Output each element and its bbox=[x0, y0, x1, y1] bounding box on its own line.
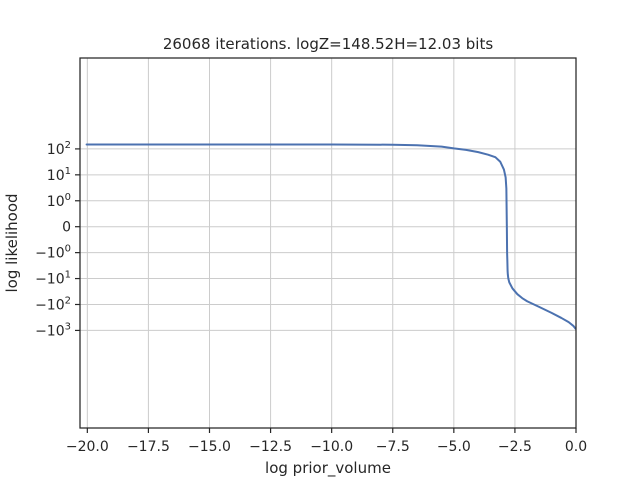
y-axis: 102 101 100 0 −100 −101 −102 −103 bbox=[35, 140, 80, 339]
x-tick-label: −17.5 bbox=[127, 439, 170, 455]
y-tick-label: 0 bbox=[62, 220, 71, 236]
chart-title: 26068 iterations. logZ=148.52H=12.03 bit… bbox=[163, 35, 494, 53]
x-tick-label: −20.0 bbox=[66, 439, 109, 455]
x-tick-label: −15.0 bbox=[188, 439, 231, 455]
y-tick-label: 101 bbox=[47, 166, 71, 184]
x-tick-label: −5.0 bbox=[437, 439, 471, 455]
y-tick-label: −100 bbox=[35, 244, 71, 262]
x-axis: −20.0 −17.5 −15.0 −12.5 −10.0 −7.5 −5.0 −2.5 0.0 bbox=[66, 428, 587, 455]
y-tick-label: −101 bbox=[35, 270, 71, 288]
y-tick-label: 102 bbox=[47, 140, 71, 158]
plot-frame bbox=[79, 57, 577, 429]
x-tick-label: −7.5 bbox=[376, 439, 410, 455]
x-tick-label: 0.0 bbox=[565, 439, 587, 455]
y-axis-label: log likelihood bbox=[3, 193, 21, 292]
series-lines bbox=[85, 143, 577, 330]
series-line bbox=[85, 143, 577, 330]
x-tick-label: −10.0 bbox=[310, 439, 353, 455]
x-tick-label: −2.5 bbox=[498, 439, 532, 455]
grid bbox=[80, 58, 577, 428]
y-tick-label: −103 bbox=[35, 321, 71, 339]
y-tick-label: −102 bbox=[35, 295, 71, 313]
x-tick-label: −12.5 bbox=[249, 439, 292, 455]
x-axis-label: log prior_volume bbox=[265, 459, 391, 478]
y-tick-label: 100 bbox=[47, 192, 71, 210]
